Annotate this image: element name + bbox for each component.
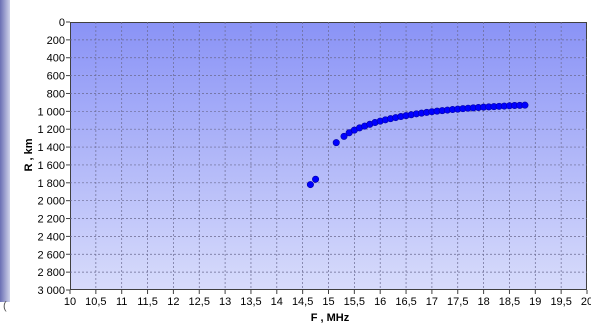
y-tick-label: 600 bbox=[47, 71, 65, 83]
x-tick-label: 15,5 bbox=[344, 296, 365, 308]
x-tick-label: 11 bbox=[116, 296, 127, 308]
y-tick-label: 2 800 bbox=[37, 267, 65, 279]
y-axis-label: R , km bbox=[23, 138, 35, 171]
x-tick-label: 12 bbox=[167, 296, 179, 308]
x-tick-label: 19 bbox=[529, 296, 541, 308]
x-tick-label: 19,5 bbox=[550, 296, 571, 308]
x-axis-label: F , MHz bbox=[311, 312, 350, 324]
x-tick-label: 20 bbox=[581, 296, 591, 308]
x-axis-ticks: 10 10,5 11 11,5 12 12,5 13 13,5 14 14,5 15 15,5 16 16… bbox=[64, 290, 591, 308]
data-point bbox=[312, 175, 320, 183]
x-tick-label: 17 bbox=[426, 296, 438, 308]
y-tick-label: 2 200 bbox=[37, 214, 65, 226]
x-tick-label: 16 bbox=[374, 296, 386, 308]
data-point bbox=[521, 101, 529, 109]
y-tick-label: 2 400 bbox=[37, 231, 65, 243]
x-tick-label: 13,5 bbox=[240, 296, 261, 308]
y-tick-label: 200 bbox=[47, 35, 65, 47]
data-point bbox=[340, 132, 348, 140]
x-tick-label: 14,5 bbox=[292, 296, 313, 308]
window-left-edge bbox=[0, 0, 10, 302]
y-tick-label: 3 000 bbox=[37, 285, 65, 297]
y-tick-label: 0 bbox=[59, 17, 65, 29]
x-tick-label: 18,5 bbox=[499, 296, 520, 308]
x-tick-label: 17,5 bbox=[447, 296, 468, 308]
y-tick-label: 1 000 bbox=[37, 106, 65, 118]
x-tick-label: 15 bbox=[322, 296, 334, 308]
x-tick-label: 10,5 bbox=[85, 296, 106, 308]
grid-lines bbox=[70, 22, 587, 290]
x-tick-label: 18 bbox=[477, 296, 489, 308]
y-tick-label: 1 600 bbox=[37, 160, 65, 172]
y-tick-label: 2 600 bbox=[37, 249, 65, 261]
window-edge-glyph: ( bbox=[3, 300, 7, 312]
y-tick-label: 1 200 bbox=[37, 124, 65, 136]
x-tick-label: 11,5 bbox=[137, 296, 158, 308]
x-tick-label: 16,5 bbox=[395, 296, 416, 308]
y-tick-label: 1 400 bbox=[37, 142, 65, 154]
y-tick-label: 1 800 bbox=[37, 178, 65, 190]
data-points bbox=[306, 101, 529, 189]
data-point bbox=[306, 181, 314, 189]
x-tick-label: 13 bbox=[219, 296, 231, 308]
y-tick-label: 2 000 bbox=[37, 196, 65, 208]
y-axis-ticks: 0 200 400 600 800 1 000 1 200 1 400 1 600 1 800 2 … bbox=[37, 17, 70, 297]
y-tick-label: 800 bbox=[47, 88, 65, 100]
y-tick-label: 400 bbox=[47, 53, 65, 65]
data-point bbox=[332, 139, 340, 147]
x-tick-label: 12,5 bbox=[189, 296, 210, 308]
x-tick-label: 10 bbox=[64, 296, 76, 308]
x-tick-label: 14 bbox=[271, 296, 283, 308]
